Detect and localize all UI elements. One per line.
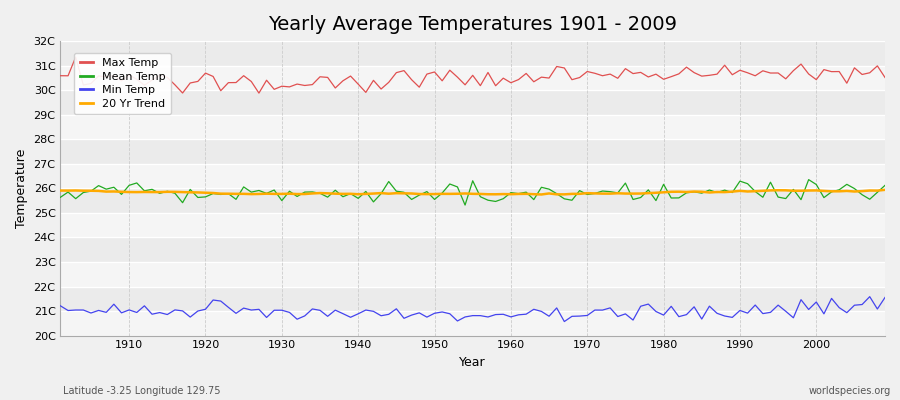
Bar	[60, 311, 885, 336]
Title: Yearly Average Temperatures 1901 - 2009: Yearly Average Temperatures 1901 - 2009	[268, 15, 677, 34]
Bar	[60, 66, 885, 90]
Bar	[60, 238, 885, 262]
Bar	[60, 262, 885, 286]
Text: Latitude -3.25 Longitude 129.75: Latitude -3.25 Longitude 129.75	[63, 386, 220, 396]
X-axis label: Year: Year	[459, 356, 486, 369]
Bar	[60, 286, 885, 311]
Text: worldspecies.org: worldspecies.org	[809, 386, 891, 396]
Bar	[60, 41, 885, 66]
Bar	[60, 139, 885, 164]
Bar	[60, 164, 885, 188]
Bar	[60, 90, 885, 115]
Bar	[60, 115, 885, 139]
Bar	[60, 213, 885, 238]
Legend: Max Temp, Mean Temp, Min Temp, 20 Yr Trend: Max Temp, Mean Temp, Min Temp, 20 Yr Tre…	[74, 52, 171, 114]
Y-axis label: Temperature: Temperature	[15, 149, 28, 228]
Bar	[60, 188, 885, 213]
